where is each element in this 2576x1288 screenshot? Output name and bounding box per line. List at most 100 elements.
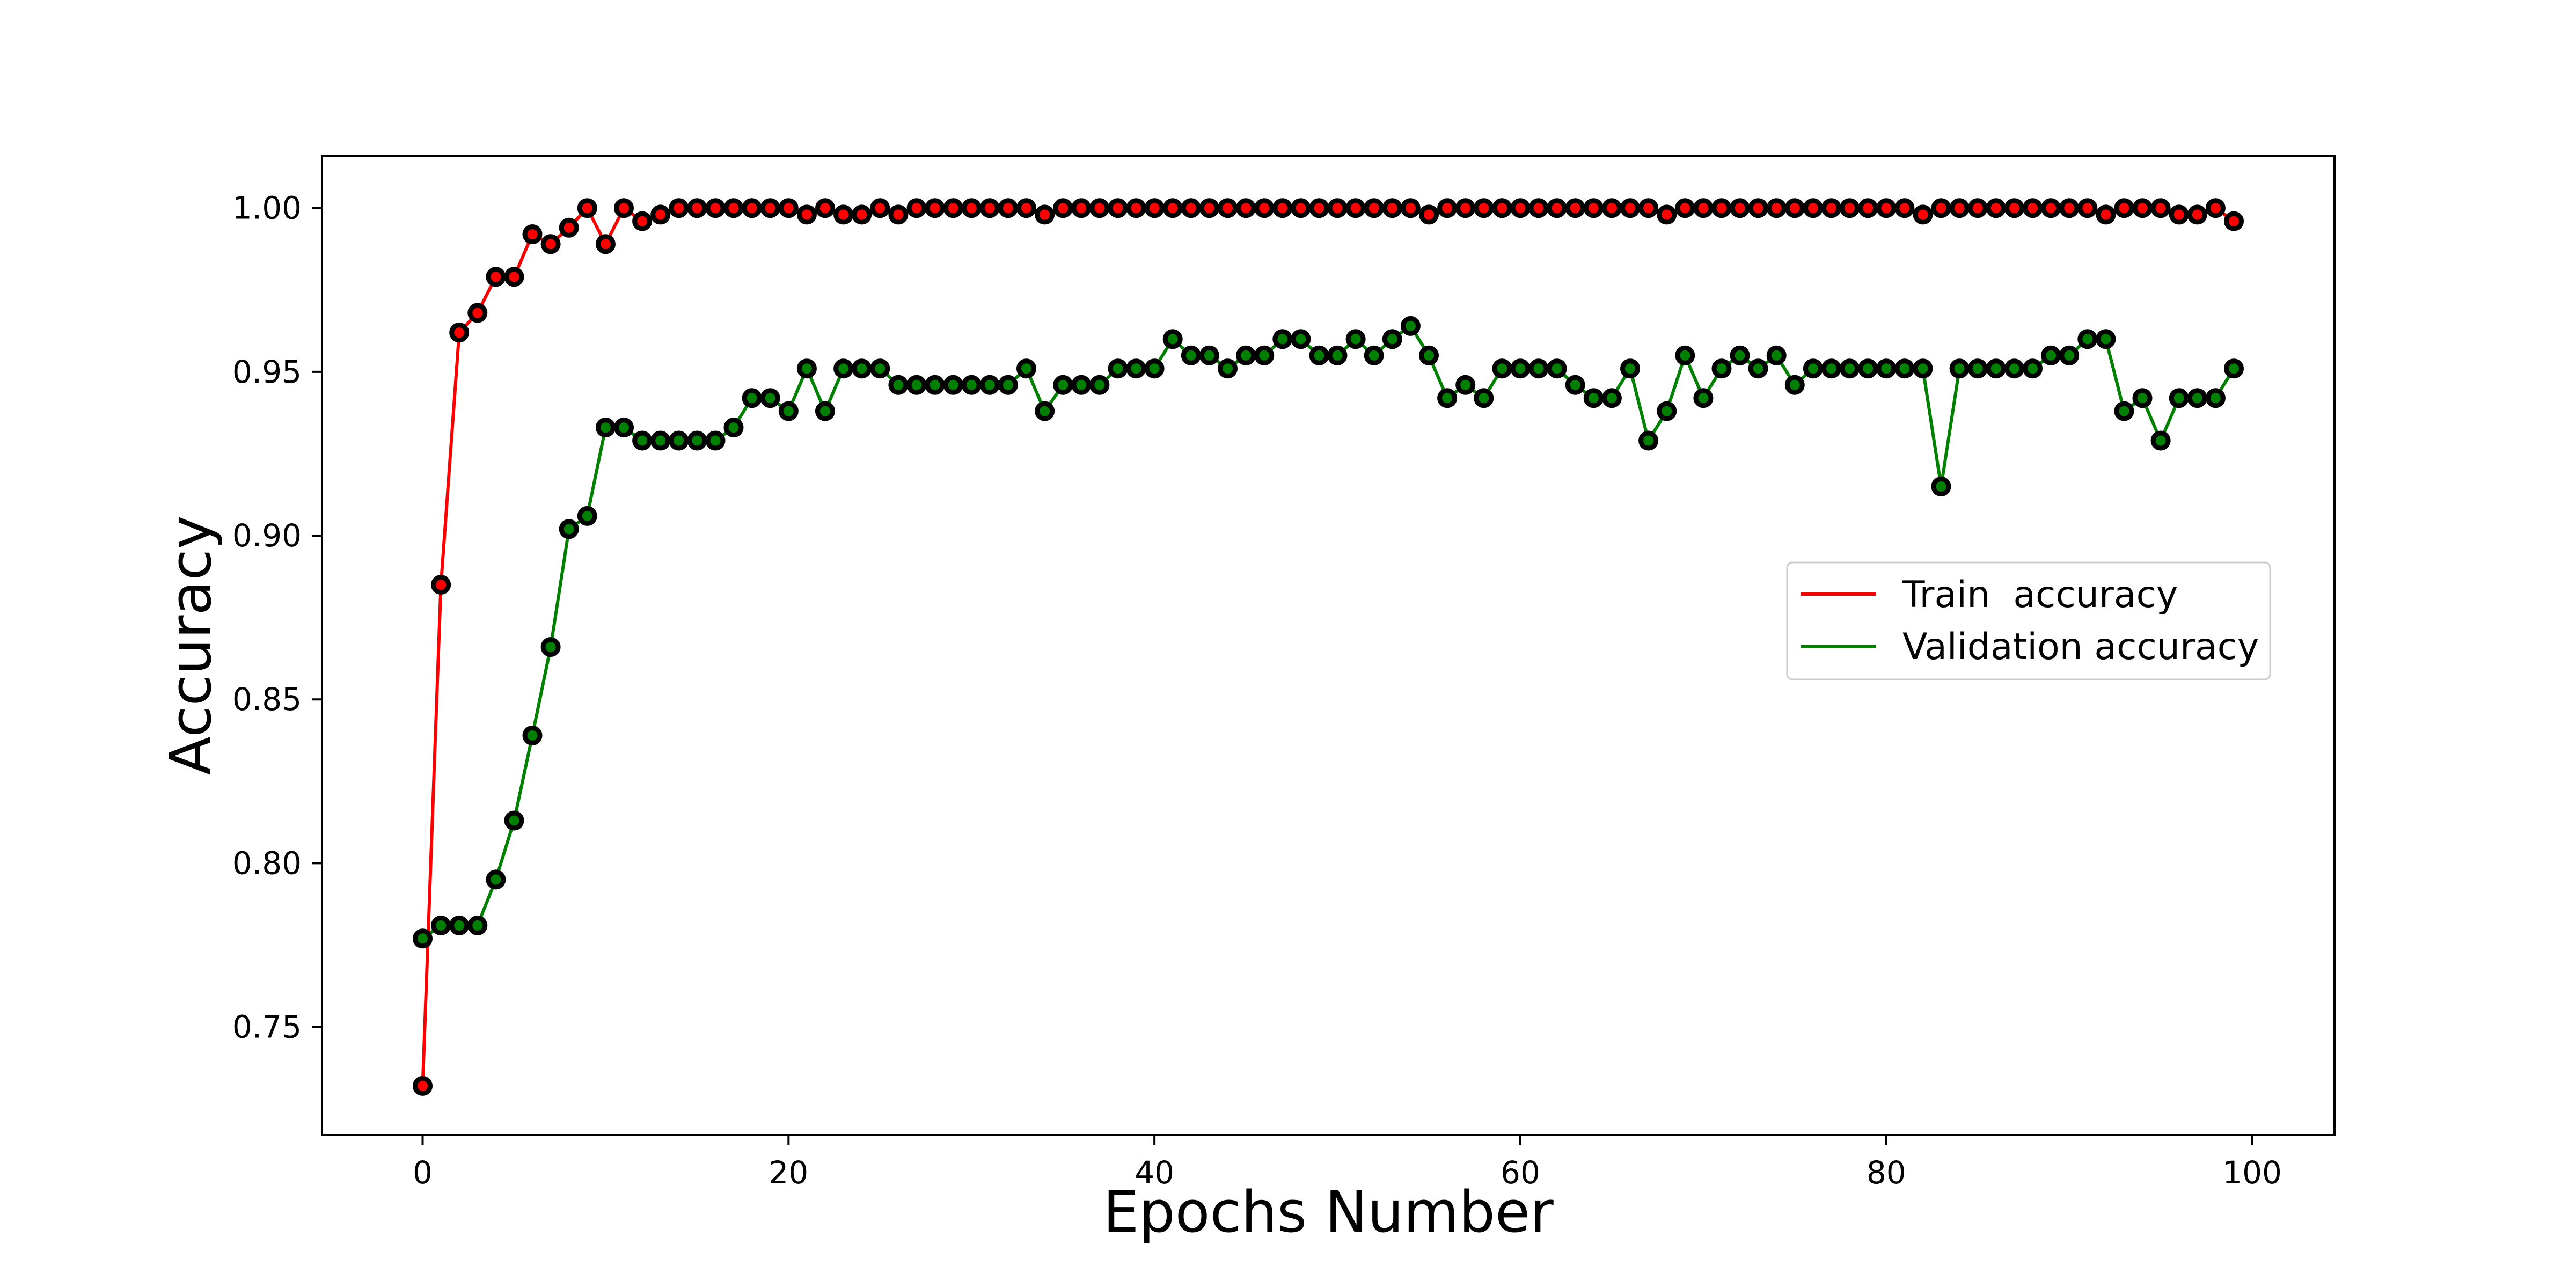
- data-point-validation: [1949, 358, 1970, 379]
- data-point-validation: [705, 430, 726, 451]
- x-tick-label: 0: [413, 1154, 433, 1191]
- data-point-validation: [1894, 358, 1915, 379]
- data-point-validation: [1601, 388, 1622, 408]
- y-tick-label: 1.00: [232, 190, 302, 226]
- data-point-train: [1053, 198, 1073, 218]
- data-point-train: [504, 267, 524, 287]
- data-point-train: [1986, 198, 2006, 218]
- data-point-validation: [632, 430, 653, 451]
- data-point-validation: [1345, 329, 1366, 349]
- y-tick-label: 0.95: [232, 354, 302, 390]
- data-point-train: [1162, 198, 1183, 218]
- data-point-validation: [2187, 388, 2207, 408]
- data-point-train: [2114, 198, 2134, 218]
- data-point-train: [1547, 198, 1567, 218]
- data-point-train: [1181, 198, 1201, 218]
- data-point-train: [2150, 198, 2171, 218]
- data-point-train: [413, 1075, 433, 1096]
- data-point-train: [1236, 198, 1256, 218]
- data-point-validation: [595, 418, 616, 438]
- data-point-validation: [1784, 375, 1805, 395]
- data-point-train: [1126, 198, 1146, 218]
- data-point-train: [577, 198, 597, 218]
- data-point-train: [1803, 198, 1823, 218]
- data-point-validation: [2150, 430, 2171, 451]
- data-point-train: [1437, 198, 1458, 218]
- data-point-validation: [2132, 388, 2153, 408]
- data-point-validation: [1016, 358, 1036, 379]
- data-point-train: [1949, 198, 1970, 218]
- data-point-validation: [1144, 358, 1165, 379]
- data-point-train: [1620, 198, 1640, 218]
- data-point-validation: [1675, 345, 1695, 365]
- data-point-validation: [1291, 329, 1311, 349]
- data-point-train: [723, 198, 744, 218]
- data-point-validation: [1748, 358, 1768, 379]
- data-point-train: [1528, 198, 1549, 218]
- data-point-train: [852, 204, 872, 225]
- data-point-validation: [1108, 358, 1128, 379]
- data-point-train: [1510, 198, 1531, 218]
- data-point-train: [1254, 198, 1275, 218]
- data-point-validation: [1620, 358, 1640, 379]
- data-point-validation: [413, 928, 433, 949]
- data-point-train: [1071, 198, 1092, 218]
- data-point-validation: [925, 375, 945, 395]
- data-point-train: [2004, 198, 2024, 218]
- data-point-train: [1345, 198, 1366, 218]
- data-point-validation: [1071, 375, 1092, 395]
- data-point-validation: [760, 388, 780, 408]
- data-point-train: [2205, 198, 2226, 218]
- data-point-train: [979, 198, 1000, 218]
- legend-box: [1786, 561, 2271, 680]
- data-point-validation: [1931, 477, 1951, 496]
- data-point-validation: [431, 915, 451, 935]
- data-point-validation: [906, 375, 927, 395]
- legend-label-train: Train accuracy: [1902, 574, 2178, 616]
- data-point-validation: [467, 915, 488, 935]
- data-point-validation: [449, 915, 470, 935]
- data-point-train: [1638, 198, 1659, 218]
- data-point-train: [1913, 204, 1933, 225]
- data-point-train: [961, 198, 982, 218]
- plot-area-frame: [321, 155, 2336, 1136]
- data-point-train: [906, 198, 927, 218]
- data-point-validation: [1547, 358, 1567, 379]
- data-point-train: [650, 204, 671, 225]
- data-point-validation: [2023, 358, 2043, 379]
- data-point-validation: [1730, 345, 1750, 365]
- data-point-train: [2096, 204, 2116, 225]
- data-point-train: [1565, 198, 1585, 218]
- y-tick-label: 0.85: [232, 681, 302, 718]
- data-point-train: [1144, 198, 1165, 218]
- y-tick-label: 0.80: [232, 845, 302, 881]
- data-point-train: [1419, 204, 1439, 225]
- data-point-validation: [1364, 345, 1384, 365]
- data-point-validation: [1657, 401, 1677, 421]
- data-point-validation: [486, 869, 506, 890]
- data-point-validation: [1309, 345, 1329, 365]
- data-point-validation: [1089, 375, 1110, 395]
- data-point-validation: [1986, 358, 2006, 379]
- data-point-train: [943, 198, 963, 218]
- data-point-train: [998, 198, 1018, 218]
- data-point-validation: [614, 418, 634, 438]
- data-point-train: [925, 198, 945, 218]
- data-point-validation: [1528, 358, 1549, 379]
- data-point-validation: [796, 358, 817, 379]
- data-point-train: [1218, 198, 1238, 218]
- data-point-validation: [504, 810, 524, 831]
- data-point-train: [1675, 198, 1695, 218]
- data-point-train: [669, 198, 689, 218]
- data-point-validation: [2224, 358, 2244, 379]
- data-point-train: [1876, 198, 1897, 218]
- x-tick-label: 40: [1135, 1154, 1174, 1191]
- data-point-validation: [723, 418, 744, 438]
- data-point-train: [1894, 198, 1915, 218]
- data-point-validation: [1840, 358, 1860, 379]
- data-point-validation: [559, 519, 579, 539]
- data-point-train: [522, 224, 543, 244]
- data-point-validation: [1400, 316, 1421, 336]
- series-layer: [413, 198, 2244, 1096]
- y-axis-label: Accuracy: [158, 516, 224, 775]
